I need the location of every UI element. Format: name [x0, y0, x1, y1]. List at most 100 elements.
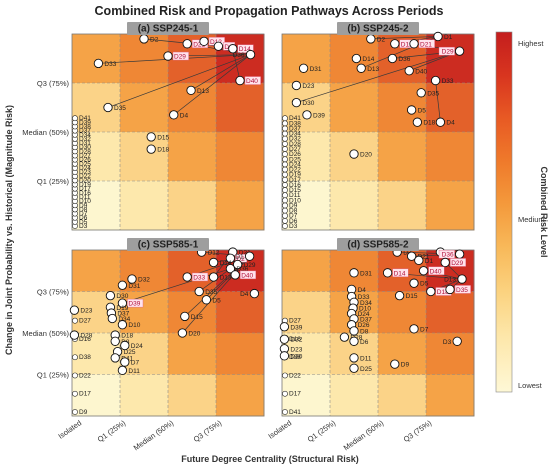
risk-cell [216, 132, 265, 182]
risk-cell [216, 291, 265, 334]
risk-cell [282, 132, 331, 182]
point-d13 [356, 63, 366, 73]
risk-cell [426, 333, 475, 375]
label-d29: D29 [451, 260, 463, 267]
label-d41: D41 [289, 115, 301, 122]
label-d32: D32 [290, 337, 302, 344]
label-d24: D24 [79, 165, 91, 172]
label-d36: D36 [236, 266, 248, 273]
risk-cell [72, 181, 121, 231]
label-d21: D21 [193, 41, 205, 48]
label-d11: D11 [79, 194, 91, 201]
label-d36: D36 [398, 56, 410, 63]
risk-cell [72, 34, 121, 84]
label-d14: D14 [362, 56, 374, 63]
point-d6 [349, 336, 359, 346]
x-tick-label: Q1 (25%) [306, 418, 338, 444]
point-d28 [282, 140, 288, 147]
x-tick-label: Isolated [266, 418, 293, 440]
label-d1: D1 [444, 34, 453, 41]
point-d39 [279, 322, 290, 332]
label-d4: D4 [358, 287, 367, 294]
label-d16: D16 [289, 336, 301, 343]
label-highlight [438, 46, 455, 56]
label-d38: D38 [79, 354, 91, 361]
point-d41 [282, 115, 288, 122]
label-d16: D16 [79, 336, 91, 343]
colorbar-label: Combined Risk Level [539, 166, 549, 257]
label-d5: D5 [212, 297, 221, 304]
point-d36 [225, 264, 236, 274]
label-d40: D40 [430, 268, 442, 275]
label-d17: D17 [79, 391, 91, 398]
label-d31: D31 [79, 140, 91, 147]
point-d22 [282, 166, 288, 173]
label-d39: D39 [79, 119, 91, 126]
label-d25: D25 [124, 349, 136, 356]
label-d17: D17 [79, 186, 91, 193]
panel-title-box [337, 22, 419, 35]
point-d17 [282, 390, 288, 397]
point-d6 [282, 217, 288, 224]
label-d13: D13 [197, 88, 209, 95]
label-highlight [392, 268, 409, 278]
point-d4 [435, 117, 446, 127]
point-d7 [282, 212, 288, 219]
label-d38: D38 [289, 354, 301, 361]
label-d18: D18 [157, 147, 169, 154]
label-highlight [450, 258, 467, 267]
label-d6: D6 [79, 215, 88, 222]
point-d4 [249, 288, 260, 299]
point-d9 [282, 202, 288, 209]
label-d41: D41 [289, 409, 301, 416]
point-d30 [291, 97, 302, 108]
label-d27: D27 [289, 146, 301, 153]
risk-cell [426, 132, 475, 182]
label-d30: D30 [116, 293, 128, 300]
point-d7 [409, 324, 419, 334]
label-d21: D21 [239, 250, 251, 257]
point-d31 [298, 63, 309, 73]
risk-cell [378, 132, 427, 182]
label-d10: D10 [359, 306, 371, 313]
label-d20: D20 [188, 331, 200, 338]
point-d19 [282, 171, 288, 178]
label-d24: D24 [358, 311, 370, 318]
label-d18: D18 [121, 333, 133, 340]
x-tick-label: Q1 (25%) [96, 418, 128, 444]
risk-cell [120, 374, 169, 417]
label-d13: D13 [220, 274, 232, 281]
label-d24: D24 [289, 161, 301, 168]
label-d33: D33 [104, 61, 116, 68]
label-d27: D27 [289, 318, 301, 325]
risk-cell [216, 181, 265, 231]
point-d11 [349, 353, 359, 363]
label-d35: D35 [205, 289, 217, 296]
label-d6: D6 [289, 218, 298, 225]
label-d17: D17 [289, 177, 301, 184]
label-d1: D1 [425, 258, 434, 265]
label-d33: D33 [442, 78, 454, 85]
label-d23: D23 [302, 83, 314, 90]
risk-cell [378, 374, 427, 417]
label-d10: D10 [79, 198, 91, 205]
label-d38: D38 [79, 123, 91, 130]
risk-cell [120, 132, 169, 182]
label-d29: D29 [244, 262, 256, 269]
label-d8: D8 [79, 206, 88, 213]
risk-cell [216, 83, 265, 133]
point-d35 [103, 102, 113, 113]
point-d24 [120, 340, 130, 351]
label-highlight [418, 39, 435, 48]
label-d14: D14 [394, 270, 406, 277]
label-d18: D18 [437, 289, 449, 296]
label-highlight [454, 285, 471, 294]
panel-title: (a) SSP245-1 [138, 24, 199, 35]
risk-cell [282, 250, 331, 292]
point-d17 [72, 390, 78, 397]
x-tick-label: Median (50%) [132, 418, 176, 452]
point-d15 [146, 132, 156, 142]
x-tick-label: Median (50%) [342, 418, 386, 452]
label-d26: D26 [289, 151, 301, 158]
